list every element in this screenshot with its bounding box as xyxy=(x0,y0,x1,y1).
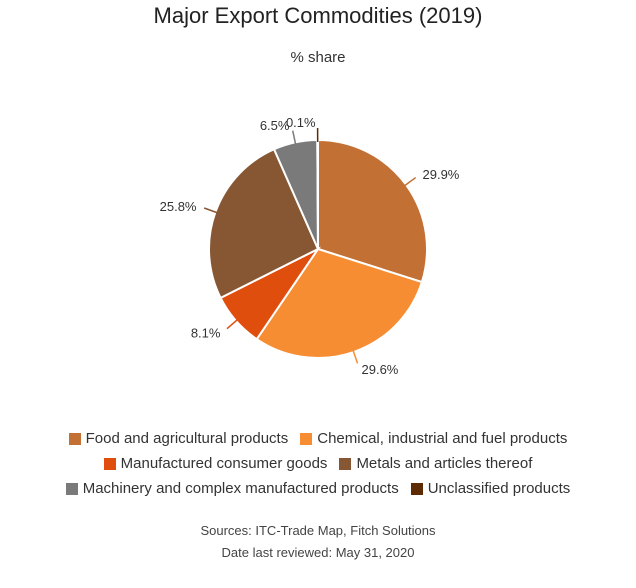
legend-swatch-metals xyxy=(339,457,352,470)
legend-label-chemical: Chemical, industrial and fuel products xyxy=(317,430,568,447)
pie-chart: 29.9% 29.6% 8.1% 25.8% 6.5%0.1% xyxy=(160,115,460,377)
leader-line-chemical xyxy=(352,349,359,364)
data-label-machinery: 6.5% xyxy=(260,118,290,133)
legend-swatch-machinery xyxy=(65,482,78,495)
legend-label-metals: Metals and articles thereof xyxy=(356,455,533,472)
leader-line-food xyxy=(403,176,417,187)
legend-item-food: Food and agricultural products xyxy=(68,430,289,447)
legend-row-2: Manufactured consumer goods Metals and a… xyxy=(0,451,636,476)
data-label-chemical: 29.6% xyxy=(362,362,399,377)
chart-subtitle: % share xyxy=(290,49,346,66)
legend-item-machinery: Machinery and complex manufactured produ… xyxy=(65,480,399,497)
legend-item-chemical: Chemical, industrial and fuel products xyxy=(300,430,567,447)
legend-item-unclassified: Unclassified products xyxy=(410,480,571,497)
data-label-metals: 25.8% xyxy=(160,199,197,214)
legend-swatch-manufactured xyxy=(103,457,116,470)
legend-label-food: Food and agricultural products xyxy=(85,430,289,447)
legend-item-metals: Metals and articles thereof xyxy=(339,455,532,472)
legend-swatch-unclassified xyxy=(410,482,423,495)
data-label-manufactured: 8.1% xyxy=(191,326,221,341)
legend-label-unclassified: Unclassified products xyxy=(427,480,571,497)
leader-line-metals xyxy=(203,207,218,214)
data-label-unclassified: 0.1% xyxy=(286,115,316,130)
data-label-food: 29.9% xyxy=(423,167,460,182)
review-date-note: Date last reviewed: May 31, 2020 xyxy=(221,545,415,560)
legend-label-machinery: Machinery and complex manufactured produ… xyxy=(82,480,399,497)
legend-item-manufactured: Manufactured consumer goods xyxy=(103,455,328,472)
legend-swatch-food xyxy=(68,432,81,445)
legend-row-1: Food and agricultural products Chemical,… xyxy=(0,426,636,451)
leader-line-manufactured xyxy=(226,318,239,330)
legend-label-manufactured: Manufactured consumer goods xyxy=(120,455,328,472)
legend-row-3: Machinery and complex manufactured produ… xyxy=(0,476,636,501)
leader-line-machinery xyxy=(291,130,297,145)
chart-title: Major Export Commodities (2019) xyxy=(153,3,483,28)
pie-slice-unclassified xyxy=(316,138,319,250)
chart-legend: Food and agricultural products Chemical,… xyxy=(0,426,636,501)
legend-swatch-chemical xyxy=(300,432,313,445)
source-note: Sources: ITC-Trade Map, Fitch Solutions xyxy=(200,523,436,538)
